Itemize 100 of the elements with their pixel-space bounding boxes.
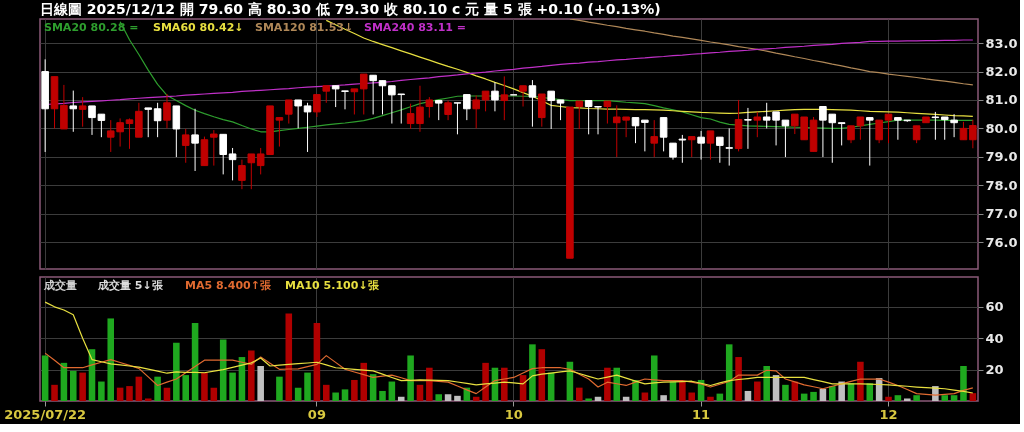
y-tick-label: 40 <box>985 330 1004 346</box>
x-tick-label: 09 <box>307 406 326 422</box>
bar <box>435 394 442 401</box>
text: SMA60 80.42↓ <box>153 21 244 34</box>
text: MA5 8.400↑張 <box>185 279 272 292</box>
candlestick <box>453 102 462 135</box>
text: MA10 5.100↓張 <box>285 279 380 292</box>
candlestick <box>210 129 218 167</box>
bar <box>913 395 920 401</box>
bar <box>707 396 714 401</box>
candlestick <box>678 134 687 164</box>
bar <box>229 372 236 401</box>
candlestick <box>69 90 78 133</box>
bar <box>744 390 752 401</box>
candlestick <box>191 108 199 172</box>
bar <box>829 386 836 401</box>
candlestick <box>144 107 153 138</box>
bar <box>894 395 902 401</box>
bar <box>613 367 621 401</box>
candlestick <box>725 127 733 167</box>
candlestick <box>378 80 387 115</box>
bar <box>688 392 696 401</box>
bar <box>454 395 461 401</box>
candlestick <box>463 94 471 121</box>
candlestick <box>650 119 659 158</box>
candlestick <box>556 99 565 121</box>
candlestick <box>837 122 846 146</box>
chart-title: 成交量 <box>43 279 77 292</box>
y-tick-label: 60 <box>985 299 1004 315</box>
candlestick <box>706 130 715 161</box>
bar <box>482 362 489 401</box>
bar <box>173 342 180 401</box>
bar <box>397 396 405 401</box>
bar <box>351 379 358 401</box>
bar <box>960 366 967 401</box>
candlestick <box>631 117 640 144</box>
y-tick-label: 80.0 <box>985 120 1018 136</box>
bar <box>144 398 152 401</box>
candlestick <box>285 99 293 125</box>
candlestick <box>444 100 452 121</box>
bar <box>182 375 189 401</box>
bar <box>810 391 817 401</box>
candlestick <box>884 113 893 144</box>
bar <box>416 384 424 401</box>
bar <box>322 384 330 401</box>
candlestick <box>641 119 649 152</box>
line-series <box>44 352 974 396</box>
candlestick <box>247 153 256 190</box>
bar <box>660 395 667 401</box>
candlestick <box>163 93 171 129</box>
bar <box>426 367 433 401</box>
candlestick <box>697 130 705 161</box>
bar <box>360 362 368 401</box>
bar <box>650 355 658 401</box>
y-tick-label: 81.0 <box>985 92 1018 108</box>
candlestick <box>172 105 181 158</box>
candlestick <box>500 75 509 121</box>
candlestick <box>238 159 246 190</box>
y-tick-label: 79.0 <box>985 149 1018 165</box>
candlestick <box>228 147 237 181</box>
y-tick-label: 82.0 <box>985 64 1018 80</box>
line-series <box>569 19 974 86</box>
bar <box>950 395 958 401</box>
bar <box>407 355 414 401</box>
x-tick-label: 12 <box>879 406 898 422</box>
candlestick <box>153 102 162 138</box>
chart-title: 日線圖 2025/12/12 開 79.60 高 80.30 低 79.30 收 80.10 c 元 量 5 張 +0.10 (+0.13%) <box>40 1 661 17</box>
bar <box>41 355 49 401</box>
text: 成交量 5↓張 <box>97 279 164 292</box>
candlestick <box>60 84 68 130</box>
bar <box>341 389 349 401</box>
bar <box>276 376 283 401</box>
candlestick <box>538 93 546 128</box>
candlestick <box>931 111 940 141</box>
bar <box>332 392 339 401</box>
candlestick <box>125 117 134 150</box>
candlestick <box>753 111 762 138</box>
candlestick <box>341 90 349 110</box>
bar <box>735 357 742 401</box>
candlestick <box>603 100 612 125</box>
x-tick-label: 11 <box>692 406 711 422</box>
bar <box>819 388 827 401</box>
bar <box>763 366 770 401</box>
candlestick <box>519 85 527 107</box>
bar <box>107 318 115 401</box>
candlestick <box>78 96 87 128</box>
candlestick <box>472 94 480 129</box>
bar <box>604 367 611 401</box>
bar <box>79 372 86 401</box>
candlestick <box>294 99 302 129</box>
text: SMA240 83.11 = <box>364 21 467 34</box>
candlestick <box>219 133 227 175</box>
candlestick <box>687 136 696 158</box>
bar <box>69 370 77 401</box>
candlestick <box>875 119 883 144</box>
bar <box>903 398 911 401</box>
y-tick-label: 77.0 <box>985 206 1018 222</box>
candlestick <box>659 117 668 152</box>
bar <box>529 344 536 401</box>
bar <box>135 376 143 401</box>
